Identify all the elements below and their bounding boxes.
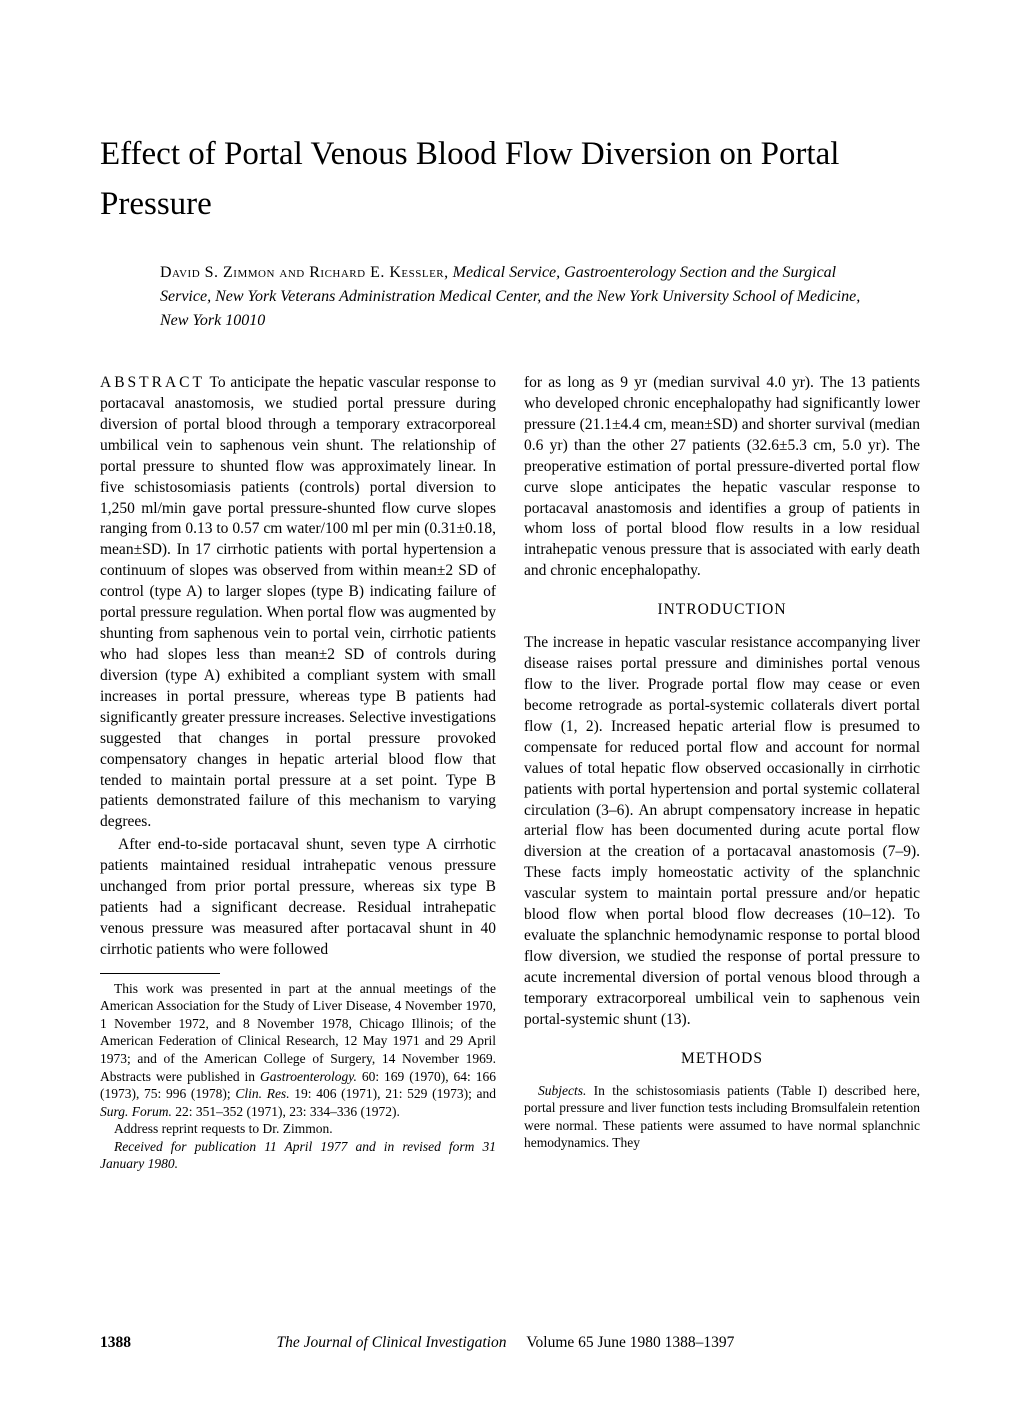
journal-clin-res: Clin. Res. (235, 1086, 289, 1101)
introduction-heading: INTRODUCTION (524, 600, 920, 621)
footnote-rule (100, 973, 220, 974)
footnote-presentation: This work was presented in part at the a… (100, 980, 496, 1120)
footnote-reprint: Address reprint requests to Dr. Zimmon. (100, 1120, 496, 1138)
journal-name: The Journal of Clinical Investigation (277, 1334, 507, 1351)
left-column: ABSTRACT To anticipate the hepatic vascu… (100, 373, 496, 1173)
right-column: for as long as 9 yr (median survival 4.0… (524, 373, 920, 1173)
journal-gastroenterology: Gastroenterology. (260, 1069, 357, 1084)
authors-block: David S. Zimmon and Richard E. Kessler, … (160, 261, 880, 333)
introduction-text: The increase in hepatic vascular resista… (524, 633, 920, 1031)
abstract-continuation: for as long as 9 yr (median survival 4.0… (524, 373, 920, 582)
abstract-text-1: To anticipate the hepatic vascular respo… (100, 374, 496, 830)
methods-heading: METHODS (524, 1049, 920, 1070)
methods-subjects: Subjects. In the schistosomiasis patient… (524, 1082, 920, 1152)
two-column-body: ABSTRACT To anticipate the hepatic vascu… (100, 373, 920, 1173)
abstract-label: ABSTRACT (100, 374, 205, 391)
volume-info: Volume 65 June 1980 1388–1397 (526, 1334, 734, 1351)
footnote-received: Received for publication 11 April 1977 a… (100, 1138, 496, 1173)
journal-surg-forum: Surg. Forum. (100, 1104, 172, 1119)
subjects-label: Subjects. (538, 1083, 586, 1098)
article-title: Effect of Portal Venous Blood Flow Diver… (100, 130, 920, 229)
abstract-paragraph-2: After end-to-side portacaval shunt, seve… (100, 835, 496, 961)
footer-citation: The Journal of Clinical Investigation Vo… (131, 1334, 880, 1352)
footnote-text-1e: 19: 406 (1971), 21: 529 (1973); and (290, 1086, 496, 1101)
author-names: David S. Zimmon and Richard E. Kessler, (160, 264, 449, 281)
footnote-text-1g: 22: 351–352 (1971), 23: 334–336 (1972). (172, 1104, 400, 1119)
abstract-paragraph-1: ABSTRACT To anticipate the hepatic vascu… (100, 373, 496, 833)
page-footer: 1388 The Journal of Clinical Investigati… (100, 1334, 920, 1352)
page-number: 1388 (100, 1334, 131, 1352)
